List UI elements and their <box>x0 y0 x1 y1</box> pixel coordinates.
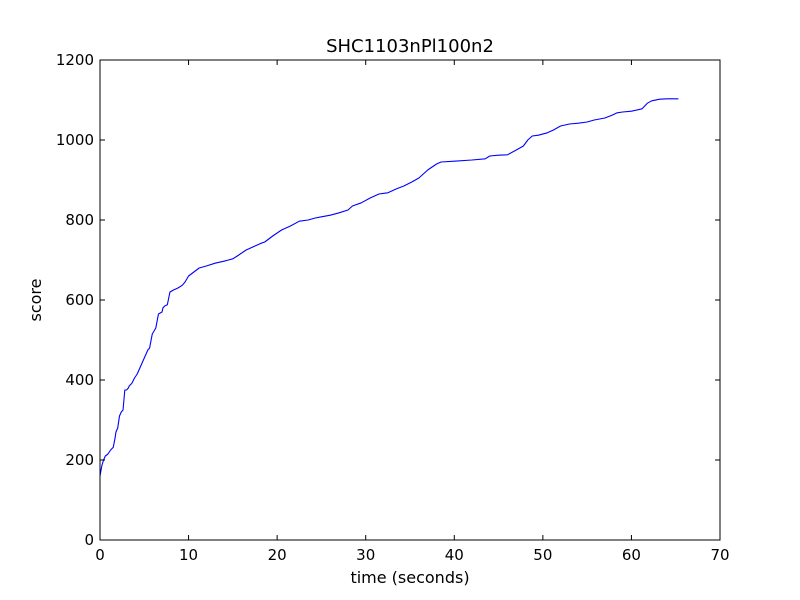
y-tick-label: 800 <box>65 211 94 229</box>
y-tick-label: 1200 <box>56 51 94 69</box>
y-tick-label: 400 <box>65 371 94 389</box>
y-tick-label: 1000 <box>56 131 94 149</box>
chart-title: SHC1103nPl100n2 <box>326 36 494 57</box>
x-tick-label: 60 <box>622 546 641 564</box>
y-axis-label: score <box>26 279 45 322</box>
axis-ticks: 0 10 20 30 40 50 60 70 0 200 400 600 800 1000 1200 <box>56 51 730 564</box>
x-tick-label: 30 <box>356 546 375 564</box>
y-tick-label: 0 <box>84 531 94 549</box>
x-tick-label: 50 <box>533 546 552 564</box>
x-axis-label: time (seconds) <box>350 568 469 587</box>
plot-area <box>99 98 679 477</box>
plot-frame <box>99 59 721 541</box>
x-tick-label: 40 <box>445 546 464 564</box>
x-tick-label: 10 <box>179 546 198 564</box>
y-tick-label: 600 <box>65 291 94 309</box>
series-line-0 <box>99 98 679 477</box>
y-tick-label: 200 <box>65 451 94 469</box>
x-tick-label: 0 <box>95 546 105 564</box>
x-tick-label: 70 <box>710 546 729 564</box>
x-tick-label: 20 <box>268 546 287 564</box>
